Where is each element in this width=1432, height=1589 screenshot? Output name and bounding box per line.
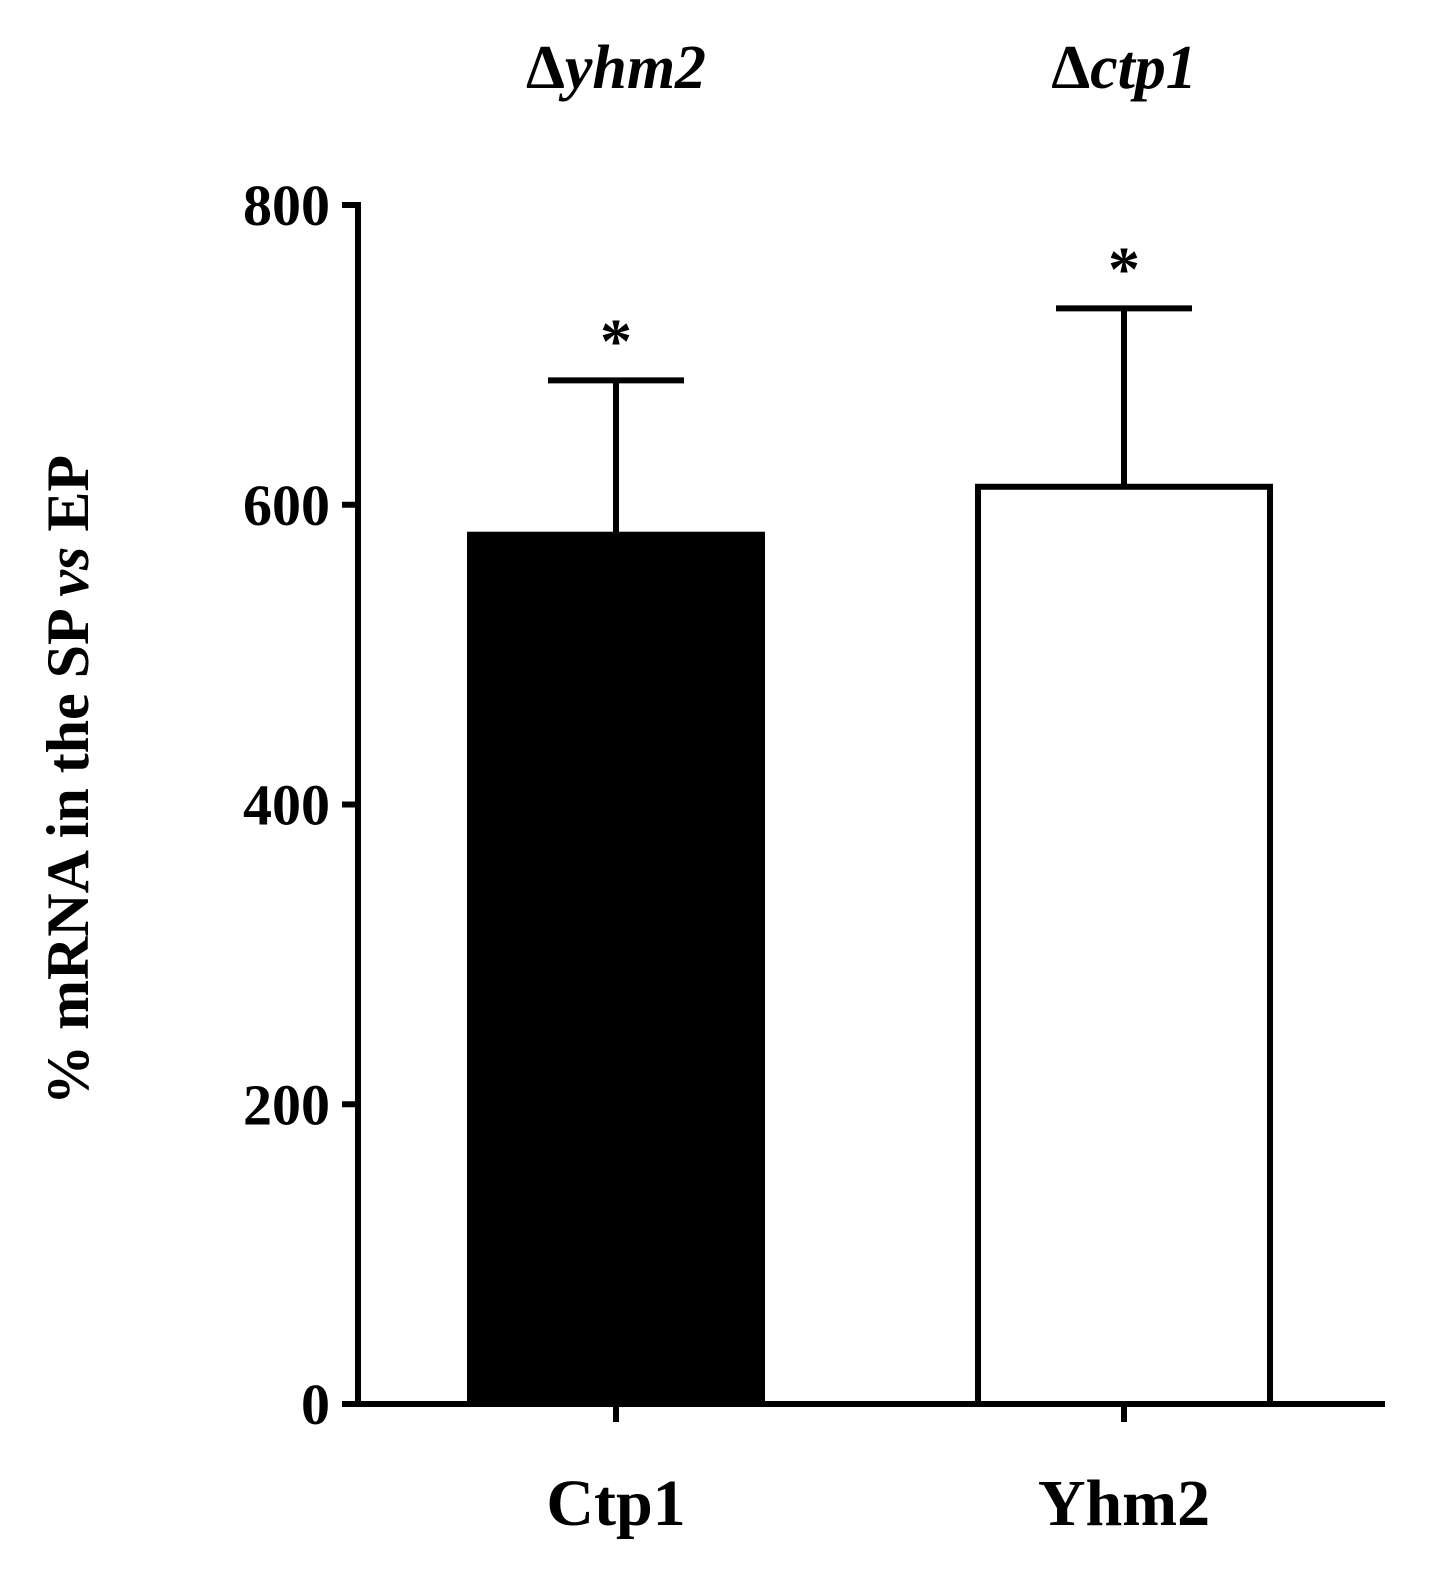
group-label-delta: Δ — [1051, 34, 1090, 102]
group-label-delta: Δ — [526, 34, 565, 102]
group-label: Δctp1 — [1051, 34, 1197, 102]
group-label-gene: ctp1 — [1090, 34, 1197, 102]
bars — [467, 305, 1273, 1407]
bar — [467, 531, 765, 1407]
bar — [975, 483, 1273, 1407]
y-axis-title-prefix: % mRNA in the SP — [35, 597, 101, 1105]
significance-marker: * — [1108, 233, 1140, 304]
y-tick-label: 200 — [243, 1072, 330, 1137]
y-axis-title-suffix: EP — [35, 455, 101, 547]
group-label: Δyhm2 — [526, 34, 706, 102]
group-label-gene: yhm2 — [558, 34, 706, 102]
x-category-label: Yhm2 — [1038, 1467, 1210, 1540]
significance-marker: * — [600, 305, 632, 376]
y-tick-label: 400 — [243, 773, 330, 838]
y-tick-label: 600 — [243, 473, 330, 538]
x-category-label: Ctp1 — [546, 1467, 685, 1540]
y-tick-label: 800 — [243, 173, 330, 238]
y-axis-title: % mRNA in the SP vs EP — [35, 455, 101, 1105]
y-tick-label: 0 — [301, 1372, 330, 1437]
labels: Ctp1 * Δyhm2 Yhm2 * Δctp1 — [526, 34, 1210, 1540]
y-axis-title-italic: vs — [35, 547, 101, 597]
